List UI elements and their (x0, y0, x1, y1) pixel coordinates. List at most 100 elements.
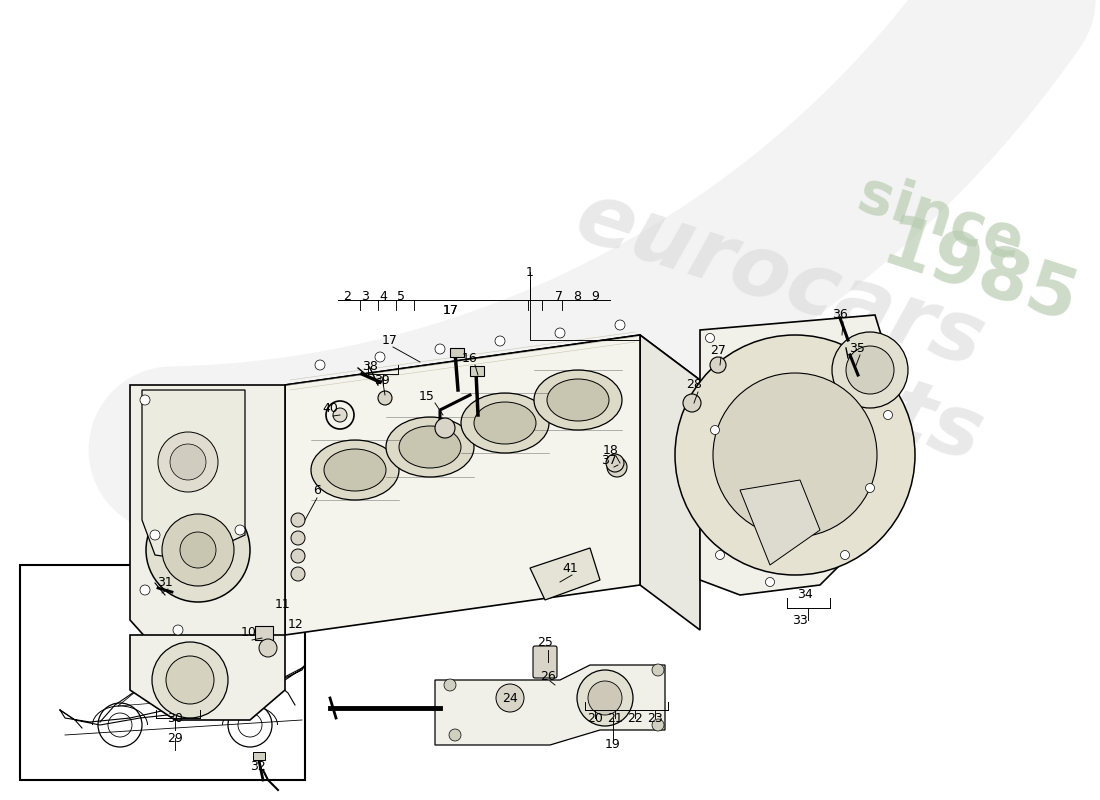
Bar (255, 626, 273, 640)
Circle shape (434, 344, 446, 354)
Text: 3: 3 (361, 290, 368, 302)
Circle shape (158, 432, 218, 492)
Circle shape (832, 332, 908, 408)
Circle shape (375, 352, 385, 362)
Circle shape (258, 639, 277, 657)
Ellipse shape (399, 426, 461, 468)
Text: 30: 30 (167, 711, 183, 725)
Circle shape (715, 550, 725, 559)
Circle shape (675, 335, 915, 575)
Ellipse shape (461, 393, 549, 453)
Text: 37: 37 (601, 454, 617, 466)
Circle shape (170, 444, 206, 480)
Circle shape (883, 410, 892, 419)
Circle shape (766, 578, 774, 586)
Text: 21: 21 (607, 711, 623, 725)
Text: 39: 39 (374, 374, 389, 387)
Circle shape (235, 525, 245, 535)
Circle shape (496, 684, 524, 712)
Circle shape (495, 336, 505, 346)
Text: 25: 25 (537, 637, 553, 650)
Text: 19: 19 (605, 738, 620, 751)
Circle shape (556, 328, 565, 338)
Text: 5: 5 (397, 290, 405, 302)
Text: 6: 6 (314, 485, 321, 498)
Circle shape (166, 656, 214, 704)
Circle shape (683, 394, 701, 412)
Polygon shape (640, 335, 700, 630)
Circle shape (652, 719, 664, 731)
Text: 17: 17 (443, 303, 459, 317)
Text: 8: 8 (573, 290, 581, 302)
Bar (253, 752, 265, 760)
Text: 9: 9 (591, 290, 598, 302)
Text: 4: 4 (379, 290, 387, 302)
Circle shape (588, 681, 621, 715)
Ellipse shape (474, 402, 536, 444)
Polygon shape (530, 548, 600, 600)
Text: 17: 17 (382, 334, 398, 346)
Text: 38: 38 (362, 359, 378, 373)
Bar (470, 366, 484, 376)
Ellipse shape (547, 379, 609, 421)
Circle shape (140, 395, 150, 405)
Text: 28: 28 (686, 378, 702, 391)
Circle shape (173, 625, 183, 635)
Polygon shape (285, 335, 700, 432)
Text: 2: 2 (343, 290, 351, 302)
Circle shape (615, 320, 625, 330)
Polygon shape (434, 665, 666, 745)
Circle shape (866, 483, 874, 493)
Text: 40: 40 (322, 402, 338, 414)
Circle shape (711, 426, 719, 434)
Text: since: since (850, 166, 1030, 274)
Circle shape (152, 642, 228, 718)
Text: 26: 26 (540, 670, 556, 682)
Circle shape (292, 513, 305, 527)
Circle shape (444, 679, 456, 691)
Circle shape (292, 549, 305, 563)
Text: 15: 15 (419, 390, 435, 402)
Circle shape (840, 550, 849, 559)
Circle shape (607, 457, 627, 477)
Text: 10: 10 (241, 626, 257, 639)
Circle shape (292, 531, 305, 545)
Text: 33: 33 (792, 614, 807, 626)
Circle shape (333, 408, 346, 422)
Text: 17: 17 (443, 303, 459, 317)
Text: eurocars: eurocars (565, 175, 994, 385)
Ellipse shape (324, 449, 386, 491)
Circle shape (846, 346, 894, 394)
Circle shape (652, 664, 664, 676)
Circle shape (378, 391, 392, 405)
Text: 22: 22 (627, 711, 642, 725)
Text: 32: 32 (250, 759, 266, 773)
Polygon shape (740, 480, 820, 565)
Text: 24: 24 (502, 691, 518, 705)
Circle shape (146, 498, 250, 602)
Text: 20: 20 (587, 711, 603, 725)
Text: parts: parts (726, 321, 994, 479)
Text: 36: 36 (832, 309, 848, 322)
Polygon shape (130, 385, 285, 670)
Text: 31: 31 (157, 575, 173, 589)
Circle shape (606, 454, 624, 472)
Text: 11: 11 (275, 598, 290, 610)
Text: 34: 34 (798, 589, 813, 602)
Text: 18: 18 (603, 443, 619, 457)
Bar (450, 348, 464, 357)
Circle shape (713, 373, 877, 537)
Text: 7: 7 (556, 290, 563, 302)
Polygon shape (700, 315, 895, 595)
Circle shape (434, 418, 455, 438)
Polygon shape (285, 335, 640, 635)
Ellipse shape (386, 417, 474, 477)
Text: 35: 35 (849, 342, 865, 354)
Ellipse shape (311, 440, 399, 500)
FancyBboxPatch shape (534, 646, 557, 678)
Text: 1985: 1985 (873, 211, 1087, 339)
Text: 41: 41 (562, 562, 578, 574)
Circle shape (180, 532, 216, 568)
Circle shape (162, 514, 234, 586)
Circle shape (292, 567, 305, 581)
